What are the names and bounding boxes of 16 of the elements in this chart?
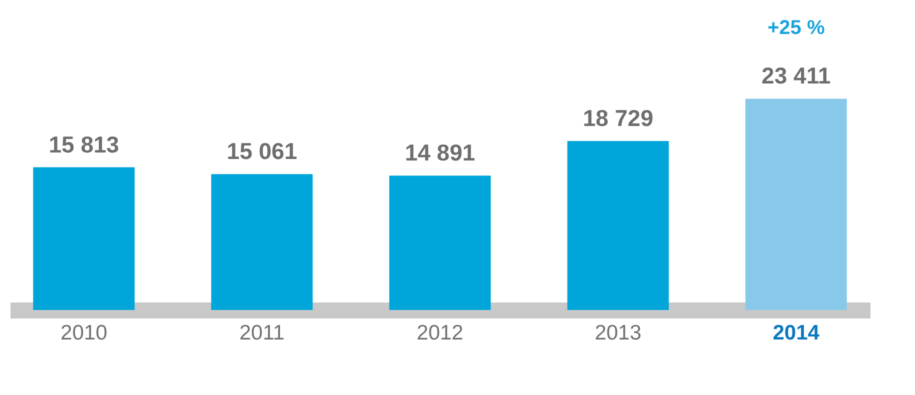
x-tick-label: 2012: [416, 322, 464, 344]
bar: [567, 140, 669, 310]
x-tick-label: 2010: [60, 322, 108, 344]
bar: [211, 174, 313, 310]
text: +25 %: [767, 17, 825, 39]
data-label: 14 891: [404, 140, 476, 166]
x-tick-label: 2014: [772, 322, 820, 344]
bar: [745, 98, 847, 310]
data-label: 15 813: [48, 131, 120, 158]
data-label: 23 411: [762, 62, 831, 89]
x-tick-label: 2011: [239, 322, 285, 344]
data-label: 18 729: [582, 104, 654, 131]
data-label: 15 061: [226, 138, 298, 164]
bar: [33, 167, 135, 310]
x-tick-label: 2013: [594, 322, 642, 344]
bar: [389, 176, 491, 310]
